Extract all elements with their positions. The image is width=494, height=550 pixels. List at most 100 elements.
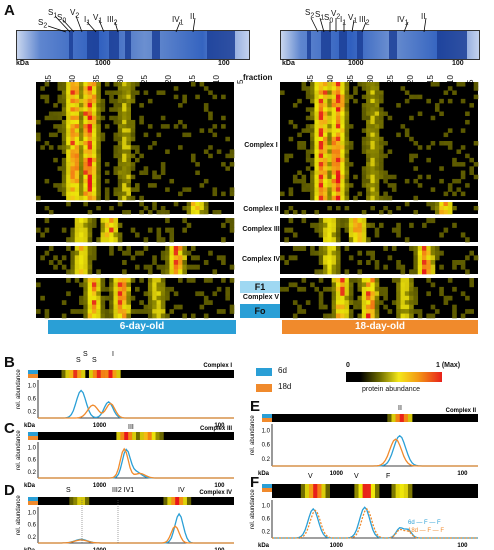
heatmap-cell: [109, 206, 114, 211]
heatmap-cell: [221, 222, 226, 228]
heatmap-cell: [74, 187, 80, 192]
heatmap-cell: [361, 291, 367, 297]
heatmap-cell: [344, 269, 350, 275]
heatmap-cell: [443, 202, 449, 207]
heatmap-cell: [323, 141, 328, 146]
heatmap-cell: [391, 278, 397, 283]
heatmap-cell: [374, 286, 380, 292]
heatmap-cell: [396, 227, 401, 233]
heatmap-cell: [87, 309, 93, 314]
heatmap-cell: [379, 145, 384, 150]
heatmap-cell: [370, 291, 375, 297]
heatmap-cell: [366, 149, 371, 154]
heatmap-cell: [374, 162, 380, 167]
heatmap-cell: [331, 153, 337, 159]
heatmap-cell: [130, 227, 136, 233]
heatmap-cell: [331, 304, 337, 310]
heatmap-cell: [327, 149, 332, 154]
heatmap-cell: [83, 157, 88, 163]
heatmap-cell: [379, 210, 384, 215]
heatmap-cell: [331, 237, 337, 243]
heatmap-cell: [135, 90, 140, 95]
heatmap-cell: [139, 103, 144, 108]
heatmap-cell: [160, 295, 166, 301]
heatmap-cell: [229, 227, 235, 233]
heatmap-cell: [353, 174, 358, 180]
heatmap-cell: [83, 222, 88, 228]
heatmap-cell: [96, 170, 101, 176]
heatmap-cell: [48, 132, 54, 138]
heatmap-cell: [353, 237, 358, 243]
heatmap-cell: [396, 132, 401, 138]
heatmap-cell: [122, 295, 127, 301]
heatmap-cell: [331, 162, 337, 167]
heatmap-cell: [44, 313, 50, 319]
heatmap-cell: [182, 269, 187, 275]
heatmap-cell: [109, 300, 114, 305]
heatmap-cell: [323, 132, 328, 138]
heatmap-cell: [331, 103, 337, 108]
heatmap-cell: [147, 304, 153, 310]
heatmap-cell: [96, 300, 101, 305]
heatmap-cell: [216, 286, 222, 292]
curve-f-18d: [272, 507, 478, 539]
heatmap-cell: [100, 300, 106, 305]
heatmap-cell: [331, 145, 337, 150]
heatmap-cell: [79, 174, 84, 180]
heatmap-cell: [292, 124, 298, 129]
heatmap-cell: [113, 309, 119, 314]
heatmap-cell: [91, 300, 97, 305]
heatmap-cell: [379, 195, 384, 201]
heatmap-cell: [370, 278, 375, 283]
heatmap-cell: [74, 278, 80, 283]
plot-d-t1000: 1000: [93, 548, 107, 550]
heatmap-cell: [335, 178, 341, 184]
heatmap-cell: [113, 278, 119, 283]
heatmap-cell: [374, 82, 380, 87]
side-swatch-18d: [28, 436, 38, 440]
heatmap-cell: [366, 187, 371, 192]
heatmap-cell: [173, 255, 179, 261]
heatmap-cell: [353, 300, 358, 305]
heatmap-cell: [79, 227, 84, 233]
heatmap-cell: [391, 227, 397, 233]
heatmap-cell: [344, 313, 350, 319]
heatmap-cell: [79, 260, 84, 265]
curve-c-18d: [38, 447, 234, 479]
heatmap-cell: [117, 111, 123, 117]
heatmap-cell: [143, 304, 149, 310]
heatmap-cell: [96, 162, 101, 167]
plot-f-ytick: 0.2: [262, 530, 271, 536]
heatmap-cell: [66, 94, 71, 100]
heatmap-cell: [212, 124, 218, 129]
heatmap-cell: [400, 264, 406, 270]
heatmap-cell: [366, 260, 371, 265]
heatmap-cell: [340, 119, 345, 125]
heatmap-cell: [335, 170, 341, 176]
heatmap-cell: [318, 250, 324, 256]
heatmap-cell: [323, 187, 328, 192]
strip-d: [38, 497, 234, 505]
heatmap-cell: [340, 132, 345, 138]
heatmap-cell: [327, 250, 332, 256]
heatmap-cell: [305, 183, 311, 188]
heatmap-cell: [79, 94, 84, 100]
heatmap-cell: [160, 269, 166, 275]
strip-e: [272, 414, 478, 422]
heatmap-cell: [36, 309, 41, 314]
heatmap-cell: [225, 218, 230, 224]
strip-b-cell: [65, 370, 70, 378]
heatmap-cell: [91, 136, 97, 142]
heatmap-cell: [113, 237, 119, 243]
heatmap-cell: [404, 90, 410, 95]
heatmap-cell: [126, 94, 131, 100]
heatmap-cell: [323, 237, 328, 243]
heatmap-cell: [79, 237, 84, 243]
heatmap-cell: [426, 145, 431, 150]
heatmap-cell: [173, 291, 179, 297]
label-complex-5: Complex V: [242, 294, 280, 301]
heatmap-cell: [160, 162, 166, 167]
heatmap-cell: [327, 260, 332, 265]
heatmap-cell: [426, 98, 431, 104]
heatmap-cell: [280, 90, 285, 95]
